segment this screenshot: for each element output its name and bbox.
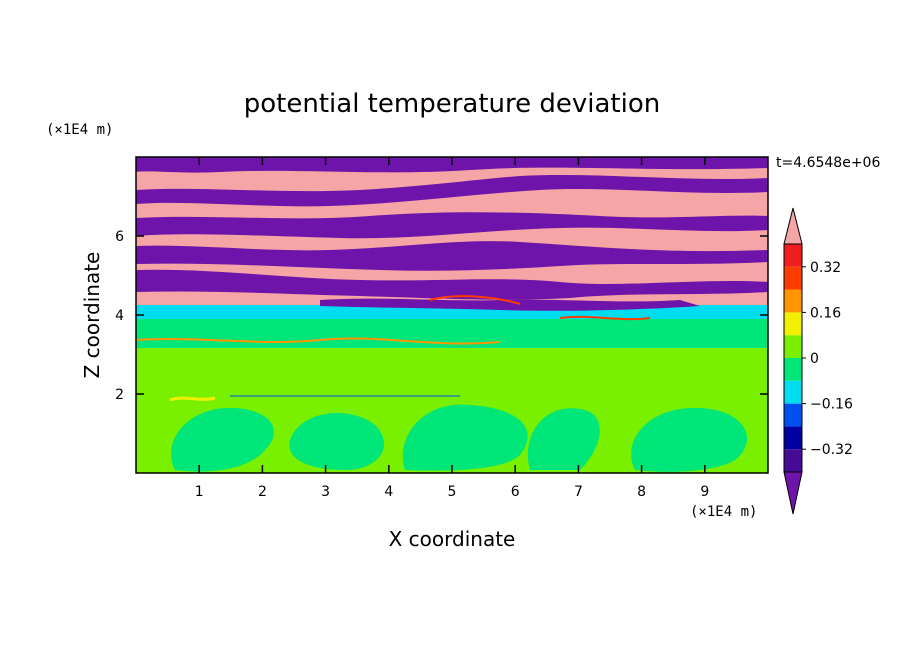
x-tick-label: 5 xyxy=(448,484,457,500)
colorbar-swatch xyxy=(784,244,802,267)
contour-field xyxy=(136,157,768,473)
y-tick-label: 2 xyxy=(115,387,124,403)
colorbar-swatch xyxy=(784,266,802,290)
stripe-purple-6 xyxy=(320,298,700,311)
blob-3 xyxy=(402,404,528,471)
colorbar-label: 0.16 xyxy=(810,305,841,321)
y-tick-label: 6 xyxy=(115,229,124,245)
chart-title: potential temperature deviation xyxy=(244,89,660,119)
stripe-purple-4 xyxy=(136,241,768,271)
y-axis-unit: (×1E4 m) xyxy=(46,122,113,138)
x-axis-ticks: 1 2 3 4 5 6 7 8 9 xyxy=(195,157,709,500)
colorbar-swatch xyxy=(784,426,802,450)
x-tick-label: 8 xyxy=(637,484,646,500)
colorbar-swatch xyxy=(784,335,802,358)
colorbar-swatch xyxy=(784,289,802,313)
x-tick-label: 9 xyxy=(700,484,709,500)
x-tick-label: 7 xyxy=(574,484,583,500)
colorbar-label: 0 xyxy=(810,351,819,367)
y-axis-ticks: 2 4 6 xyxy=(115,229,768,403)
colorbar-swatch xyxy=(784,449,802,472)
blob-1 xyxy=(171,407,274,472)
x-tick-label: 4 xyxy=(384,484,393,500)
x-tick-label: 3 xyxy=(321,484,330,500)
y-axis-label: Z coordinate xyxy=(80,252,104,379)
blob-4 xyxy=(527,408,600,470)
colorbar-label: −0.32 xyxy=(810,442,853,458)
colorbar-under-triangle xyxy=(783,471,803,515)
contour-red-2 xyxy=(559,315,651,321)
colorbar-swatch xyxy=(784,380,802,404)
colorbar-label: −0.16 xyxy=(810,397,853,413)
colorbar-over-triangle xyxy=(783,207,803,245)
y-tick-label: 4 xyxy=(115,308,124,324)
x-tick-label: 6 xyxy=(511,484,520,500)
colorbar: 0.32 0.16 0 −0.16 −0.32 xyxy=(783,207,853,515)
blob-2 xyxy=(289,413,384,470)
band-light-green xyxy=(136,348,768,400)
stripe-purple-2 xyxy=(136,175,768,207)
contour-red-1 xyxy=(429,295,521,305)
contour-yellow-1 xyxy=(169,396,216,402)
colorbar-label: 0.32 xyxy=(810,260,841,276)
x-tick-label: 1 xyxy=(195,484,204,500)
blob-5 xyxy=(631,407,748,472)
colorbar-swatch xyxy=(784,403,802,427)
contour-orange-1 xyxy=(136,337,501,345)
time-label: t=4.6548e+06 xyxy=(776,155,880,171)
x-tick-label: 2 xyxy=(258,484,267,500)
stripe-purple-3 xyxy=(136,212,768,239)
x-axis-unit: (×1E4 m) xyxy=(690,504,757,520)
colorbar-swatch xyxy=(784,358,802,381)
colorbar-swatch xyxy=(784,312,802,336)
stripe-purple-5 xyxy=(136,269,768,300)
x-axis-label: X coordinate xyxy=(389,527,516,551)
